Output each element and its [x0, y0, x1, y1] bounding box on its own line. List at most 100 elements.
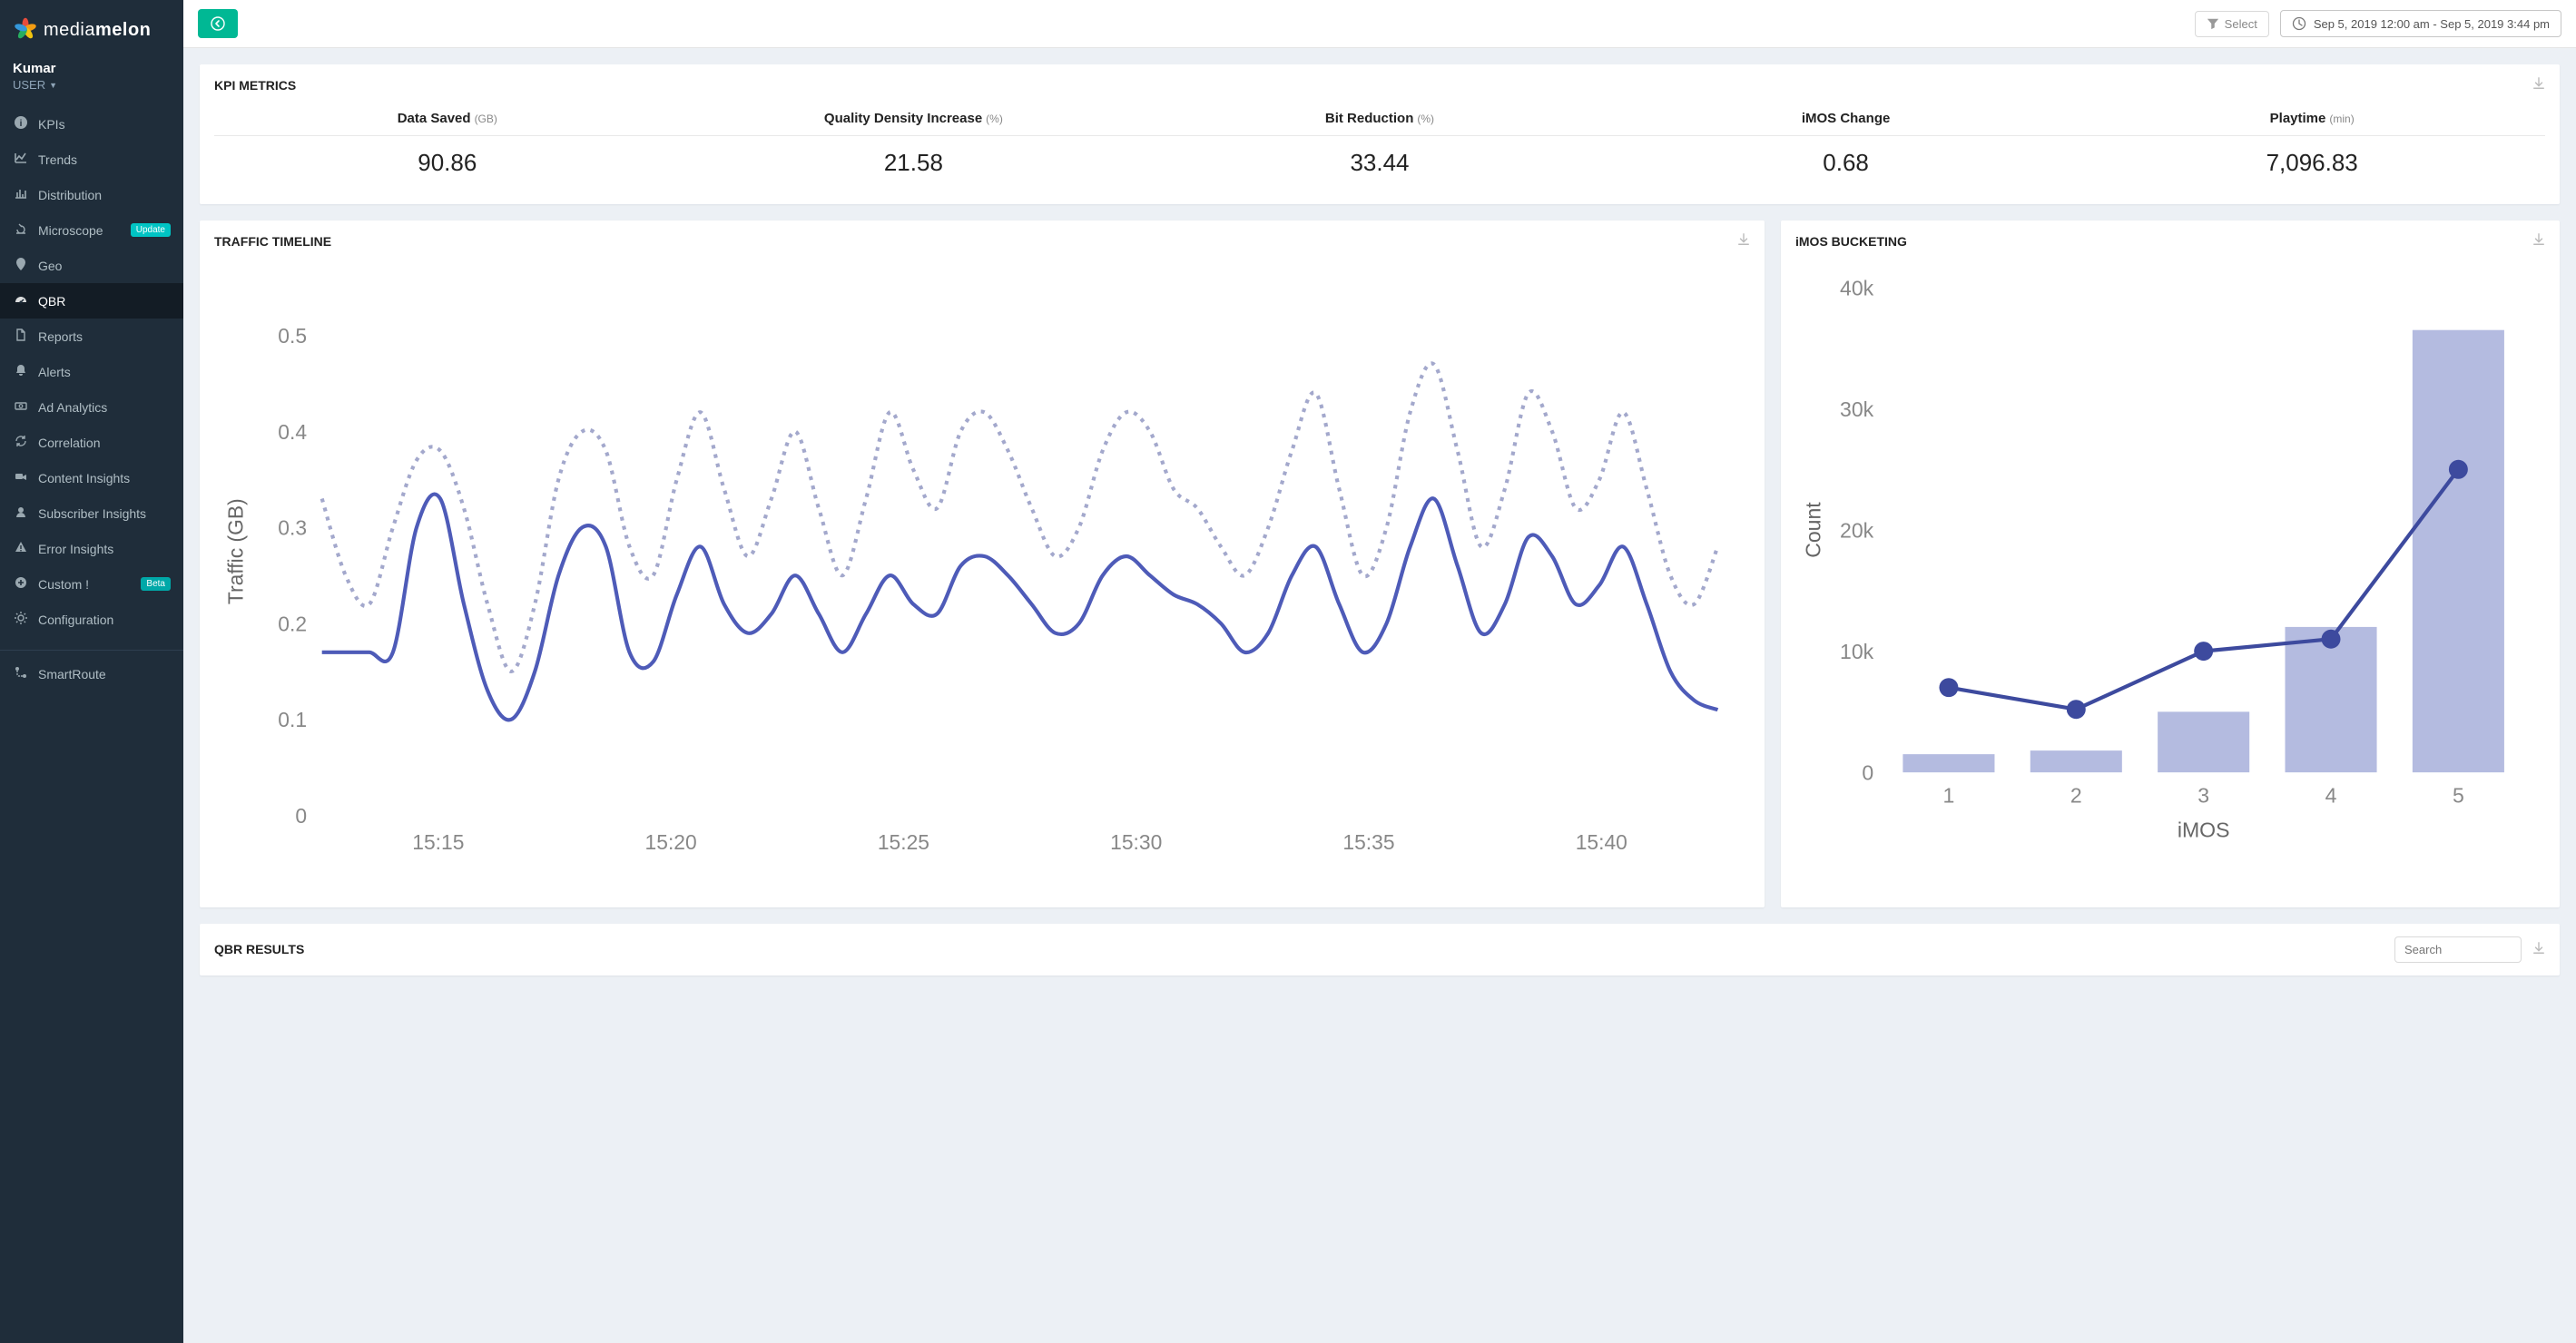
kpi-metric: iMOS Change0.68: [1613, 111, 2079, 177]
sidebar-item-error-insights[interactable]: Error Insights: [0, 531, 183, 566]
svg-text:15:35: 15:35: [1342, 830, 1394, 854]
date-range-label: Sep 5, 2019 12:00 am - Sep 5, 2019 3:44 …: [2314, 17, 2550, 31]
kpi-metric: Playtime(min)7,096.83: [2079, 111, 2545, 177]
sidebar: mediamelon Kumar USER▼ i KPIs Trends Distri…: [0, 0, 183, 1343]
kpi-value: 90.86: [214, 149, 681, 177]
back-button[interactable]: [198, 9, 238, 38]
svg-text:15:25: 15:25: [878, 830, 929, 854]
kpi-metric: Data Saved (GB) 90.86: [214, 111, 681, 177]
sidebar-item-subscriber-insights[interactable]: Subscriber Insights: [0, 495, 183, 531]
sidebar-item-custom-[interactable]: Custom ! Beta: [0, 566, 183, 602]
clock-icon: [2292, 16, 2306, 31]
chart-line-icon: [13, 151, 29, 168]
svg-text:10k: 10k: [1840, 640, 1874, 663]
svg-text:20k: 20k: [1840, 518, 1874, 542]
kpi-value: 33.44: [1146, 149, 1613, 177]
filter-select-button[interactable]: Select: [2195, 11, 2269, 37]
sidebar-item-alerts[interactable]: Alerts: [0, 354, 183, 389]
imos-bucketing-panel: iMOS BUCKETING 010k20k30k40k12345iMOSCou…: [1781, 221, 2560, 907]
sidebar-item-distribution[interactable]: Distribution: [0, 177, 183, 212]
svg-text:15:30: 15:30: [1110, 830, 1162, 854]
refresh-icon: [13, 434, 29, 451]
nav-label: Content Insights: [38, 471, 130, 485]
user-block[interactable]: Kumar USER▼: [0, 52, 183, 106]
svg-text:i: i: [20, 119, 23, 129]
nav-label: Reports: [38, 329, 83, 344]
kpi-label: Data Saved: [398, 111, 471, 126]
download-icon[interactable]: [2532, 942, 2545, 957]
sidebar-item-kpis[interactable]: i KPIs: [0, 106, 183, 142]
kpi-label: iMOS Change: [1802, 111, 1891, 126]
download-icon[interactable]: [2532, 77, 2545, 93]
svg-text:Count: Count: [1802, 502, 1825, 558]
info-icon: i: [13, 115, 29, 132]
download-icon[interactable]: [1737, 233, 1750, 249]
kpi-row: Data Saved(GB)90.86Quality Density Incre…: [200, 105, 2560, 204]
kpi-label: Playtime: [2270, 111, 2326, 126]
nav-label: Ad Analytics: [38, 400, 107, 415]
svg-text:iMOS: iMOS: [2178, 818, 2230, 841]
funnel-icon: [2207, 17, 2219, 30]
svg-text:2: 2: [2070, 784, 2082, 808]
user-icon: [13, 505, 29, 522]
kpi-title: KPI METRICS: [214, 78, 296, 93]
svg-text:0.3: 0.3: [278, 516, 307, 540]
traffic-title: TRAFFIC TIMELINE: [214, 234, 331, 249]
svg-text:15:20: 15:20: [645, 830, 697, 854]
date-range-button[interactable]: Sep 5, 2019 12:00 am - Sep 5, 2019 3:44 …: [2280, 10, 2561, 37]
nav-label: Microscope: [38, 223, 103, 238]
sidebar-item-microscope[interactable]: Microscope Update: [0, 212, 183, 248]
sidebar-item-qbr[interactable]: QBR: [0, 283, 183, 319]
svg-text:0.4: 0.4: [278, 420, 307, 444]
kpi-unit: (GB): [475, 113, 497, 125]
sidebar-secondary-smartroute[interactable]: SmartRoute: [0, 656, 183, 691]
cash-icon: [13, 398, 29, 416]
svg-text:3: 3: [2197, 784, 2209, 808]
bell-icon: [13, 363, 29, 380]
sidebar-item-trends[interactable]: Trends: [0, 142, 183, 177]
nav-badge: Beta: [141, 577, 171, 591]
brand-name: mediamelon: [44, 20, 151, 41]
brand-logo: mediamelon: [0, 0, 183, 52]
arrow-left-icon: [211, 16, 225, 31]
nav-label: Error Insights: [38, 542, 113, 556]
filter-select-label: Select: [2225, 17, 2257, 31]
traffic-chart: 00.10.20.30.40.515:1515:2015:2515:3015:3…: [209, 269, 1755, 891]
svg-text:4: 4: [2325, 784, 2337, 808]
kpi-unit: (%): [1417, 113, 1434, 125]
sidebar-item-content-insights[interactable]: Content Insights: [0, 460, 183, 495]
download-icon[interactable]: [2532, 233, 2545, 249]
qbr-results-title: QBR RESULTS: [214, 942, 304, 956]
kpi-value: 21.58: [681, 149, 1147, 177]
search-input[interactable]: [2394, 936, 2522, 963]
nav-label: Custom !: [38, 577, 89, 592]
nav-label: Subscriber Insights: [38, 506, 146, 521]
route-icon: [13, 665, 29, 682]
kpi-label: Bit Reduction: [1325, 111, 1414, 126]
nav-badge: Update: [131, 223, 171, 237]
topbar: Select Sep 5, 2019 12:00 am - Sep 5, 201…: [183, 0, 2576, 48]
main: Select Sep 5, 2019 12:00 am - Sep 5, 201…: [183, 0, 2576, 1343]
nav-main: i KPIs Trends Distribution Microscope Update G…: [0, 106, 183, 1343]
sidebar-item-geo[interactable]: Geo: [0, 248, 183, 283]
microscope-icon: [13, 221, 29, 239]
sidebar-item-configuration[interactable]: Configuration: [0, 602, 183, 637]
traffic-timeline-panel: TRAFFIC TIMELINE 00.10.20.30.40.515:1515…: [200, 221, 1765, 907]
nav-label: Geo: [38, 259, 62, 273]
svg-text:40k: 40k: [1840, 276, 1874, 299]
svg-text:0.2: 0.2: [278, 612, 307, 635]
sidebar-item-correlation[interactable]: Correlation: [0, 425, 183, 460]
svg-text:0.1: 0.1: [278, 708, 307, 731]
nav-label: Trends: [38, 152, 77, 167]
imos-title: iMOS BUCKETING: [1795, 234, 1907, 249]
nav-label: KPIs: [38, 117, 65, 132]
nav-label: Correlation: [38, 436, 100, 450]
sidebar-item-ad-analytics[interactable]: Ad Analytics: [0, 389, 183, 425]
svg-text:0: 0: [295, 804, 307, 828]
sidebar-item-reports[interactable]: Reports: [0, 319, 183, 354]
kpi-metrics-panel: KPI METRICS Data Saved(GB)90.86Quality D…: [200, 64, 2560, 204]
gear-icon: [13, 611, 29, 628]
svg-text:5: 5: [2453, 784, 2464, 808]
nav-label: Distribution: [38, 188, 102, 202]
gauge-icon: [13, 292, 29, 309]
